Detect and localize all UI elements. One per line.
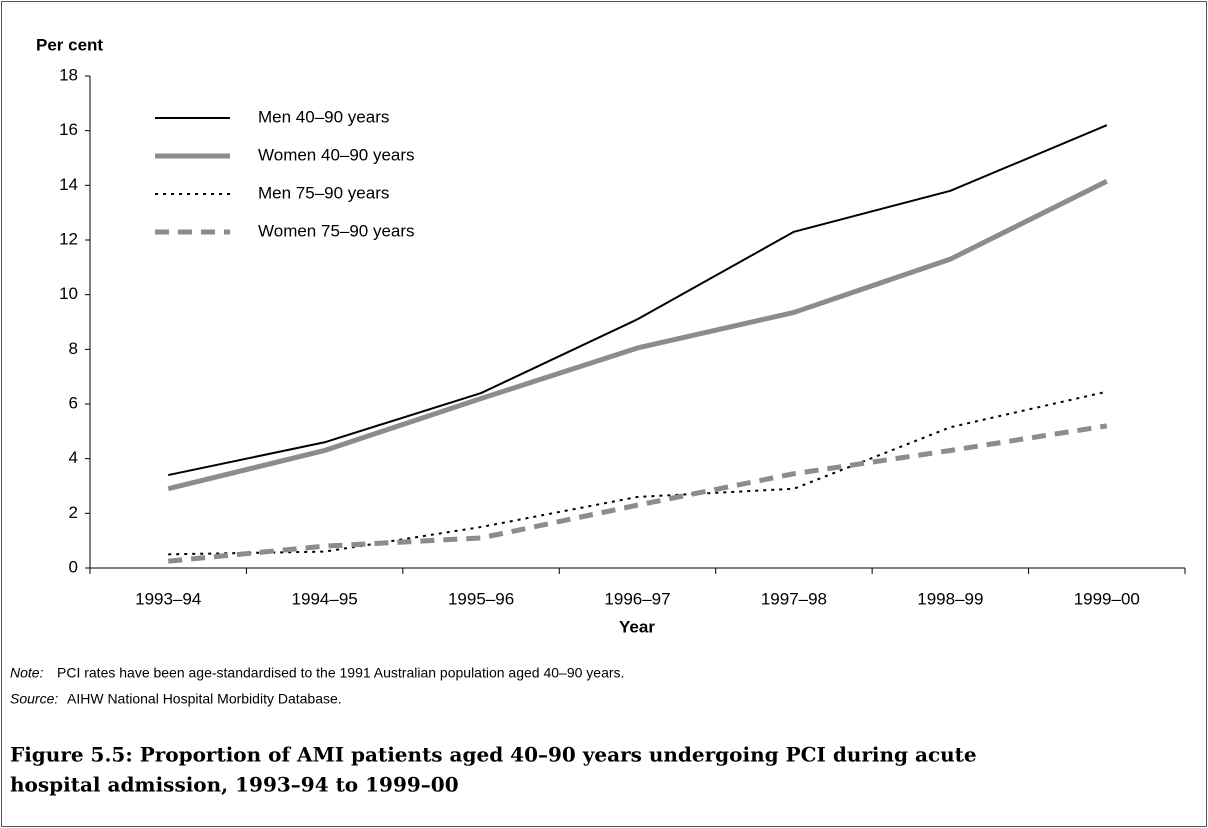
- legend-label: Women 40–90 years: [258, 145, 415, 164]
- y-axis-title: Per cent: [36, 35, 103, 54]
- y-tick-label: 8: [69, 339, 78, 358]
- series-line: [168, 124, 1108, 477]
- x-tick-label: 1997–98: [761, 589, 827, 608]
- series-line: [167, 423, 1108, 564]
- y-tick-label: 6: [69, 393, 78, 412]
- series-line: [168, 390, 1108, 556]
- legend-label: Men 75–90 years: [258, 183, 389, 202]
- y-tick-label: 14: [59, 175, 78, 194]
- source-text: AIHW National Hospital Morbidity Databas…: [67, 691, 342, 707]
- y-tick-label: 16: [59, 120, 78, 139]
- x-tick-label: 1999–00: [1074, 589, 1140, 608]
- x-tick-label: 1995–96: [448, 589, 514, 608]
- y-tick-label: 2: [69, 503, 78, 522]
- y-tick-label: 18: [59, 65, 78, 84]
- y-tick-label: 12: [59, 229, 78, 248]
- x-tick-label: 1994–95: [292, 589, 358, 608]
- y-tick-label: 10: [59, 284, 78, 303]
- legend-label: Men 40–90 years: [258, 107, 389, 126]
- caption: Figure 5.5: Proportion of AMI patients a…: [10, 743, 977, 767]
- y-tick-label: 0: [69, 557, 78, 576]
- source-label: Source:: [10, 691, 58, 707]
- y-tick-label: 4: [69, 448, 78, 467]
- x-axis-title: Year: [619, 617, 655, 636]
- note-text: PCI rates have been age-standardised to …: [57, 665, 624, 681]
- series-line: [167, 178, 1108, 492]
- caption: hospital admission, 1993–94 to 1999–00: [10, 773, 459, 797]
- x-tick-label: 1998–99: [917, 589, 983, 608]
- note-label: Note:: [10, 665, 44, 681]
- x-tick-label: 1993–94: [135, 589, 201, 608]
- legend-label: Women 75–90 years: [258, 221, 415, 240]
- x-tick-label: 1996–97: [604, 589, 670, 608]
